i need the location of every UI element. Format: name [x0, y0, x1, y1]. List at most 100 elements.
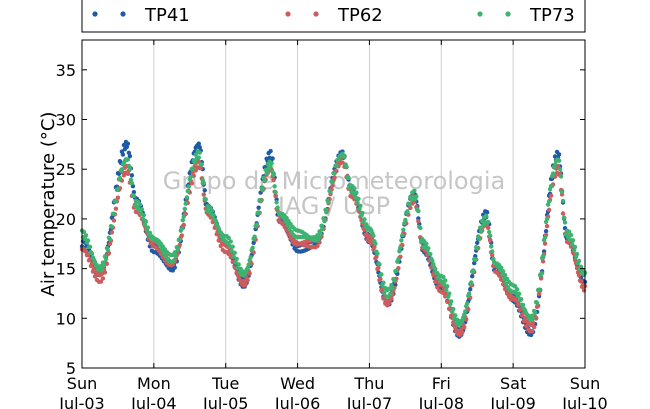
x-tick-label-day: Wed	[280, 374, 315, 393]
legend-frame	[81, 0, 586, 33]
data-point	[552, 162, 558, 167]
data-point	[354, 190, 359, 195]
data-point	[207, 205, 212, 210]
data-point	[550, 171, 556, 176]
data-point	[199, 162, 204, 167]
data-point	[468, 287, 473, 292]
data-point	[375, 251, 380, 256]
data-point	[262, 178, 267, 183]
data-point	[316, 236, 321, 242]
data-point	[475, 240, 480, 246]
data-point	[485, 219, 491, 225]
data-point	[529, 328, 535, 334]
data-point	[147, 230, 153, 235]
data-point	[113, 198, 119, 204]
data-point	[572, 244, 578, 250]
data-point	[192, 160, 197, 165]
data-point	[272, 184, 277, 189]
data-point	[126, 150, 132, 156]
data-point	[445, 284, 450, 289]
data-point	[332, 171, 337, 176]
data-point	[556, 158, 562, 163]
data-point	[269, 161, 274, 166]
data-point	[500, 269, 506, 274]
data-point	[101, 263, 107, 268]
data-point	[125, 157, 131, 162]
grid	[153, 40, 514, 368]
data-point	[465, 301, 470, 306]
data-point	[127, 166, 133, 171]
data-point	[346, 175, 351, 181]
data-point	[232, 250, 237, 255]
data-point	[433, 266, 438, 272]
data-point	[458, 322, 463, 327]
data-point	[473, 257, 478, 262]
data-point	[578, 279, 584, 284]
data-point	[453, 313, 458, 318]
data-point	[100, 276, 106, 281]
legend-label: TP73	[529, 5, 575, 26]
data-point	[388, 291, 393, 296]
data-point	[250, 245, 255, 250]
data-point	[399, 238, 404, 243]
data-point	[557, 166, 563, 172]
data-point	[451, 306, 456, 312]
data-point	[247, 271, 252, 276]
data-point	[234, 256, 239, 262]
data-point	[111, 211, 117, 217]
data-point	[469, 280, 474, 285]
data-point	[185, 188, 190, 194]
data-point	[518, 296, 524, 302]
data-point	[396, 257, 401, 262]
legend-marker	[285, 11, 291, 17]
data-point	[569, 242, 575, 247]
data-point	[398, 245, 403, 250]
data-point	[211, 212, 216, 218]
data-point	[377, 262, 382, 267]
data-point	[141, 212, 147, 218]
data-point	[230, 244, 235, 249]
data-point	[203, 197, 208, 202]
data-point	[356, 196, 361, 201]
legend-label: TP62	[337, 5, 383, 26]
data-point	[412, 188, 417, 194]
data-point	[416, 218, 421, 224]
data-point	[258, 198, 263, 203]
data-point	[405, 209, 410, 214]
data-point	[196, 141, 201, 146]
data-point	[105, 247, 111, 253]
data-point	[252, 234, 257, 239]
data-point	[463, 309, 468, 314]
data-point	[426, 246, 431, 251]
data-point	[315, 243, 320, 249]
data-point	[546, 207, 552, 213]
data-point	[129, 181, 135, 186]
data-point	[536, 287, 542, 292]
data-point	[382, 290, 387, 295]
data-point	[576, 273, 582, 278]
data-point	[103, 256, 109, 262]
data-point	[202, 188, 207, 193]
y-axis-label: Air temperature (°C)	[38, 112, 59, 297]
data-point	[201, 180, 206, 186]
data-point	[483, 213, 489, 219]
data-point	[184, 195, 189, 200]
y-tick-label: 25	[56, 160, 76, 179]
data-point	[520, 302, 526, 308]
data-point	[317, 229, 322, 234]
legend-marker	[313, 11, 319, 17]
data-point	[360, 210, 365, 216]
x-axis: SunJul-03MonJul-04TueJul-05WedJul-06ThuJ…	[58, 40, 608, 409]
data-point	[566, 229, 572, 234]
data-point	[481, 223, 486, 228]
data-point	[113, 206, 119, 211]
data-point	[116, 171, 122, 177]
data-point	[542, 241, 548, 246]
data-point	[443, 278, 448, 283]
data-point	[109, 224, 115, 229]
data-point	[462, 325, 467, 330]
data-point	[371, 233, 376, 238]
data-point	[322, 218, 327, 224]
data-point	[274, 200, 279, 205]
